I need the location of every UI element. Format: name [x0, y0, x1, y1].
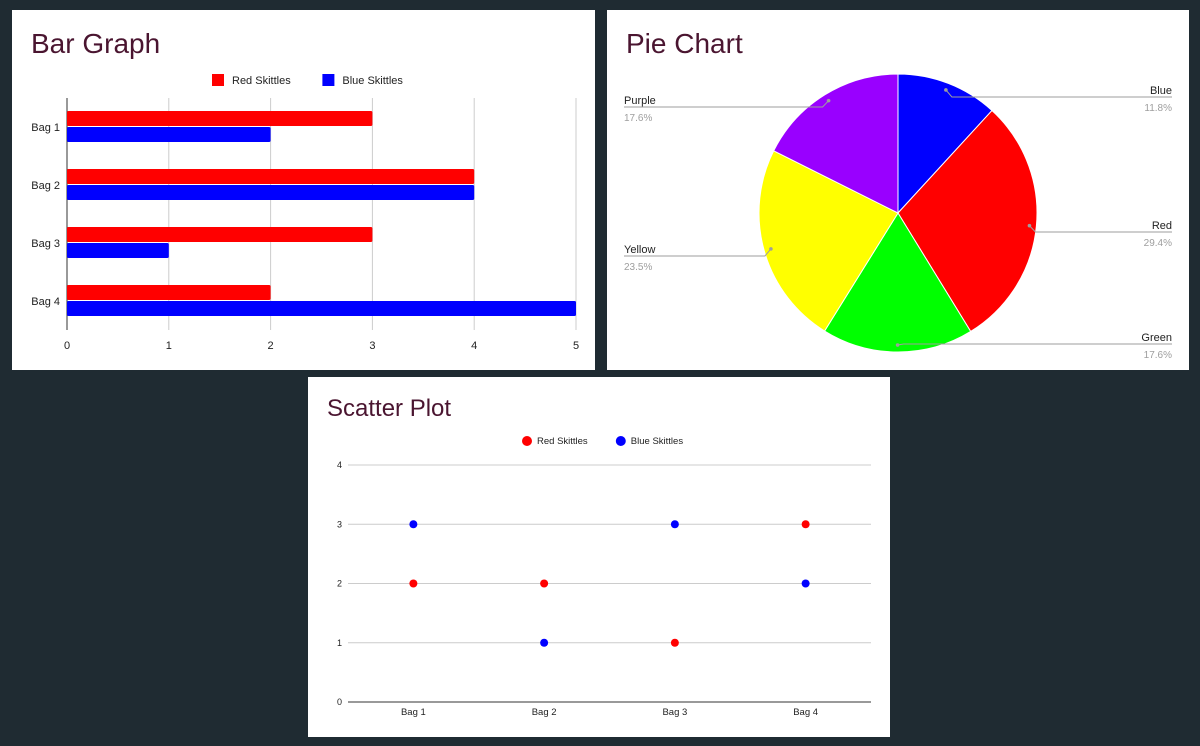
pie-chart: Blue 11.8% Red 29.4% Green 17.6% Yellow 23.5% Pu…: [624, 73, 1172, 361]
y-tick-label: 3: [337, 519, 342, 529]
y-category-label: Bag 1: [31, 122, 60, 134]
legend-label-2: Blue Skittles: [342, 75, 403, 87]
scatter-plot-chart: Red Skittles Blue Skittles 0 1 2 3 4 Bag 1 Bag 2…: [337, 436, 871, 718]
x-tick-label: 0: [64, 340, 70, 352]
x-tick-label: 3: [369, 340, 375, 352]
scatter-point: [540, 638, 549, 647]
pie-percent-blue: 11.8%: [1144, 103, 1172, 114]
legend-label-2: Blue Skittles: [631, 436, 684, 447]
legend-marker-2: [615, 436, 626, 446]
pie-leader-line: [1029, 225, 1172, 233]
legend-marker-1: [522, 436, 532, 446]
pie-leader-line: [624, 100, 829, 108]
legend-label-1: Red Skittles: [232, 75, 291, 87]
y-category-label: Bag 2: [31, 180, 60, 192]
x-tick-label: 2: [268, 340, 274, 352]
pie-label-red: Red: [1152, 220, 1172, 232]
y-category-label: Bag 4: [31, 296, 60, 308]
bar: [67, 285, 271, 300]
pie-leader-line: [945, 89, 1172, 98]
scatter-point: [670, 520, 679, 529]
scatter-point: [801, 520, 810, 529]
pie-label-purple: Purple: [624, 95, 656, 107]
legend-swatch-1: [212, 74, 224, 86]
x-tick-label: Bag 1: [401, 707, 426, 718]
y-tick-label: 2: [337, 579, 342, 589]
pie-leader-line: [897, 343, 1172, 346]
x-tick-label: 5: [573, 340, 579, 352]
y-tick-label: 1: [337, 638, 342, 648]
pie-slice-red: [897, 109, 1038, 333]
pie-percent-yellow: 23.5%: [624, 262, 652, 273]
pie-chart-title: Pie Chart: [626, 28, 743, 59]
pie-percent-red: 29.4%: [1144, 238, 1172, 249]
y-category-label: Bag 3: [31, 238, 60, 250]
scatter-point: [670, 638, 679, 647]
pie-label-green: Green: [1141, 332, 1172, 344]
bar-graph-panel: Bar Graph Red Skittles Blue Skittles 0 1 2 3 4…: [12, 10, 595, 370]
pie-slice-blue: [897, 73, 993, 215]
scatter-plot-title: Scatter Plot: [327, 395, 452, 422]
x-tick-label: Bag 3: [662, 707, 687, 718]
y-tick-label: 0: [337, 697, 342, 707]
y-tick-label: 4: [337, 460, 342, 470]
pie-label-yellow: Yellow: [624, 244, 655, 256]
pie-percent-green: 17.6%: [1144, 350, 1172, 361]
scatter-point: [409, 579, 418, 588]
bar: [67, 301, 576, 316]
x-tick-label: Bag 4: [793, 707, 818, 718]
pie-percent-purple: 17.6%: [624, 113, 652, 124]
bar: [67, 169, 475, 184]
pie-label-blue: Blue: [1150, 85, 1172, 97]
bar: [67, 227, 373, 242]
pie-slice-purple: [773, 73, 899, 214]
x-tick-label: 4: [471, 340, 477, 352]
legend-swatch-2: [322, 74, 335, 86]
pie-chart-panel: Pie Chart Blue 11.8% Red 29.4% Green 17.6% Yel…: [607, 10, 1189, 370]
bar: [67, 243, 169, 258]
bar: [67, 111, 373, 126]
bar: [67, 127, 271, 142]
bar-graph-chart: Red Skittles Blue Skittles 0 1 2 3 4 5 Bag 1 Bag …: [31, 74, 579, 352]
scatter-point: [801, 579, 810, 588]
bar-graph-title: Bar Graph: [31, 28, 161, 59]
scatter-plot-panel: Scatter Plot Red Skittles Blue Skittles 0 1…: [308, 377, 890, 737]
scatter-point: [540, 579, 549, 588]
scatter-point: [409, 520, 418, 529]
x-tick-label: Bag 2: [532, 707, 557, 718]
pie-leader-line: [624, 248, 772, 257]
x-tick-label: 1: [166, 340, 172, 352]
legend-label-1: Red Skittles: [537, 436, 588, 447]
bar: [67, 185, 475, 200]
pie-slice-green: [823, 212, 972, 353]
